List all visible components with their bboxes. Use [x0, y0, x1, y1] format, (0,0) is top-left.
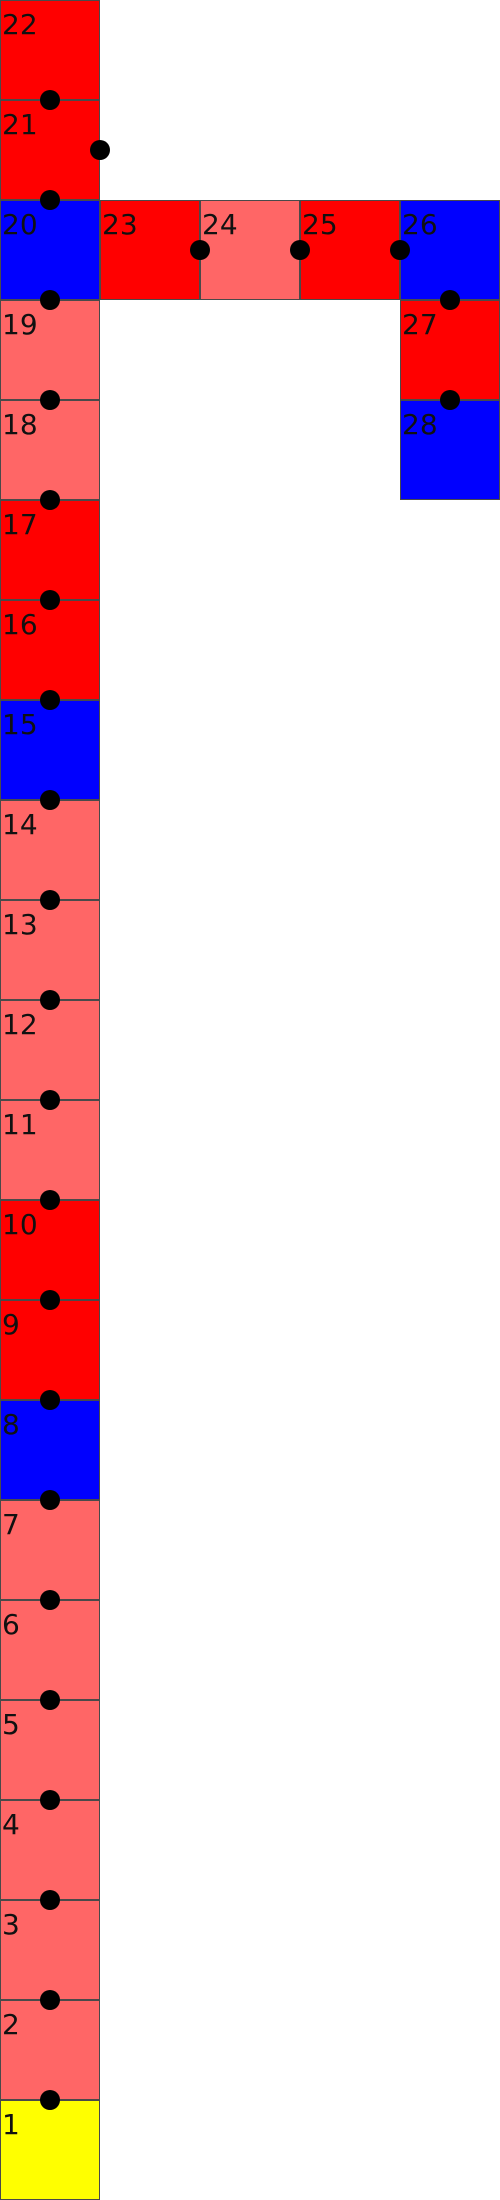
- board-cell: 20: [0, 200, 100, 300]
- board-cell: 11: [0, 1100, 100, 1200]
- board-cell: 16: [0, 600, 100, 700]
- board-cell: 2: [0, 2000, 100, 2100]
- connector-dot: [440, 290, 460, 310]
- connector-dot: [40, 390, 60, 410]
- connector-dot: [40, 990, 60, 1010]
- connector-dot: [90, 140, 110, 160]
- board-cell: 26: [400, 200, 500, 300]
- cell-number: 14: [2, 808, 38, 841]
- cell-number: 1: [2, 2108, 20, 2141]
- connector-dot: [40, 790, 60, 810]
- board-cell: 17: [0, 500, 100, 600]
- cell-number: 20: [2, 208, 38, 241]
- connector-dot: [40, 590, 60, 610]
- connector-dot: [40, 1690, 60, 1710]
- cell-number: 7: [2, 1508, 20, 1541]
- board-cell: 14: [0, 800, 100, 900]
- cell-number: 9: [2, 1308, 20, 1341]
- connector-dot: [40, 290, 60, 310]
- board-cell: 12: [0, 1000, 100, 1100]
- connector-dot: [40, 190, 60, 210]
- cell-number: 19: [2, 308, 38, 341]
- cell-number: 2: [2, 2008, 20, 2041]
- cell-number: 16: [2, 608, 38, 641]
- board-cell: 27: [400, 300, 500, 400]
- board-cell: 3: [0, 1900, 100, 2000]
- cell-number: 23: [102, 208, 138, 241]
- connector-dot: [40, 1590, 60, 1610]
- board-cell: 19: [0, 300, 100, 400]
- board-cell: 22: [0, 0, 100, 100]
- board-cell: 5: [0, 1700, 100, 1800]
- connector-dot: [190, 240, 210, 260]
- board-cell: 21: [0, 100, 100, 200]
- board-cell: 9: [0, 1300, 100, 1400]
- cell-number: 22: [2, 8, 38, 41]
- connector-dot: [40, 1090, 60, 1110]
- board-cell: 8: [0, 1400, 100, 1500]
- cell-number: 15: [2, 708, 38, 741]
- board-cell: 6: [0, 1600, 100, 1700]
- cell-number: 21: [2, 108, 38, 141]
- connector-dot: [40, 690, 60, 710]
- connector-dot: [40, 1790, 60, 1810]
- connector-dot: [40, 1390, 60, 1410]
- connector-dot: [40, 1890, 60, 1910]
- connector-dot: [40, 1490, 60, 1510]
- board-cell: 24: [200, 200, 300, 300]
- cell-number: 4: [2, 1808, 20, 1841]
- cell-number: 11: [2, 1108, 38, 1141]
- board-cell: 18: [0, 400, 100, 500]
- cell-number: 12: [2, 1008, 38, 1041]
- connector-dot: [290, 240, 310, 260]
- connector-dot: [40, 890, 60, 910]
- cell-number: 3: [2, 1908, 20, 1941]
- board-cell: 7: [0, 1500, 100, 1600]
- connector-dot: [40, 1190, 60, 1210]
- cell-number: 18: [2, 408, 38, 441]
- cell-number: 28: [402, 408, 438, 441]
- board-cell: 28: [400, 400, 500, 500]
- cell-number: 5: [2, 1708, 20, 1741]
- cell-number: 6: [2, 1608, 20, 1641]
- connector-dot: [40, 2090, 60, 2110]
- cell-number: 17: [2, 508, 38, 541]
- board-cell: 10: [0, 1200, 100, 1300]
- connector-dot: [40, 490, 60, 510]
- cell-number: 8: [2, 1408, 20, 1441]
- board-cell: 15: [0, 700, 100, 800]
- cell-number: 13: [2, 908, 38, 941]
- connector-dot: [440, 390, 460, 410]
- cell-number: 24: [202, 208, 238, 241]
- board-cell: 1: [0, 2100, 100, 2200]
- board-cell: 13: [0, 900, 100, 1000]
- connector-dot: [40, 1290, 60, 1310]
- cell-number: 25: [302, 208, 338, 241]
- board-cell: 4: [0, 1800, 100, 1900]
- connector-dot: [390, 240, 410, 260]
- cell-number: 26: [402, 208, 438, 241]
- board-cell: 25: [300, 200, 400, 300]
- cell-number: 10: [2, 1208, 38, 1241]
- board-cell: 23: [100, 200, 200, 300]
- connector-dot: [40, 90, 60, 110]
- cell-number: 27: [402, 308, 438, 341]
- connector-dot: [40, 1990, 60, 2010]
